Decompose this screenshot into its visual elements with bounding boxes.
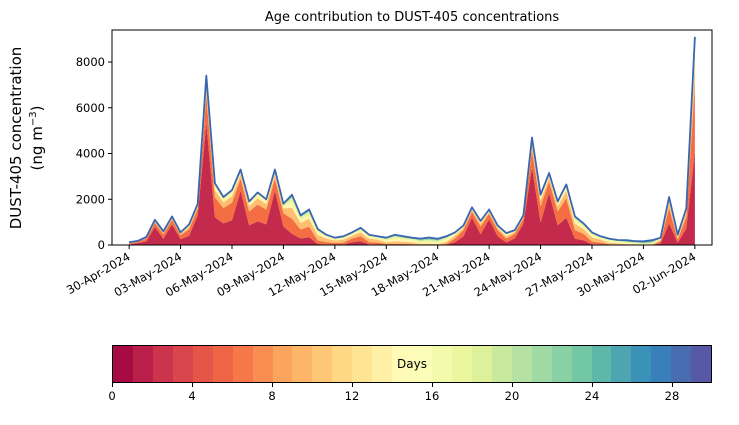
chart-title: Age contribution to DUST-405 concentrati… bbox=[264, 10, 560, 25]
colorbar-tick-label: 8 bbox=[268, 389, 276, 403]
colorbar-segment bbox=[432, 346, 452, 382]
colorbar-segment bbox=[332, 346, 353, 382]
colorbar-tick-label: 16 bbox=[424, 389, 440, 403]
colorbar-segment bbox=[292, 346, 313, 382]
axes-box bbox=[111, 29, 713, 246]
colorbar-segment bbox=[312, 346, 333, 382]
colorbar-segment bbox=[372, 346, 393, 382]
colorbar-segment bbox=[631, 346, 652, 382]
colorbar-segment bbox=[471, 346, 492, 382]
stacked-area-bin-0-4 bbox=[129, 123, 695, 245]
total-concentration-line bbox=[128, 36, 696, 244]
colorbar-segment bbox=[192, 346, 213, 382]
colorbar-tick-label: 4 bbox=[188, 389, 196, 403]
colorbar-tick-label: 20 bbox=[504, 389, 520, 403]
colorbar-segment bbox=[591, 346, 612, 382]
colorbar-segment bbox=[172, 346, 193, 382]
colorbar-segment bbox=[451, 346, 472, 382]
colorbar-segment bbox=[252, 346, 273, 382]
colorbar-tick-mark bbox=[112, 383, 113, 387]
y-tick-label: 4000 bbox=[76, 147, 105, 161]
colorbar-segment bbox=[352, 346, 373, 382]
colorbar-segment bbox=[392, 346, 413, 382]
colorbar-segment bbox=[531, 346, 552, 382]
colorbar-tick-label: 12 bbox=[344, 389, 360, 403]
colorbar-tick-mark bbox=[512, 383, 513, 387]
colorbar-tick-mark bbox=[592, 383, 593, 387]
colorbar-tick-label: 28 bbox=[664, 389, 680, 403]
colorbar-segment bbox=[571, 346, 592, 382]
colorbar-segment bbox=[152, 346, 173, 382]
colorbar-tick-label: 0 bbox=[108, 389, 116, 403]
colorbar-segment bbox=[671, 346, 692, 382]
colorbar-tick-mark bbox=[192, 383, 193, 387]
y-tick-label: 6000 bbox=[76, 101, 105, 115]
colorbar-segment bbox=[132, 346, 153, 382]
plot-area: 0200040006000800030-Apr-202403-May-20240… bbox=[64, 29, 713, 299]
colorbar-label: Days bbox=[397, 357, 427, 371]
y-tick-label: 0 bbox=[98, 238, 105, 252]
colorbar-tick-mark bbox=[672, 383, 673, 387]
colorbar-tick-mark bbox=[352, 383, 353, 387]
colorbar-segment bbox=[651, 346, 672, 382]
colorbar-tick-label: 24 bbox=[584, 389, 600, 403]
colorbar-segment bbox=[511, 346, 532, 382]
stacked-area-bin-4-8 bbox=[129, 84, 695, 245]
colorbar-segment bbox=[611, 346, 632, 382]
y-tick-label: 2000 bbox=[76, 192, 105, 206]
colorbar bbox=[112, 345, 712, 383]
colorbar-tick-mark bbox=[272, 383, 273, 387]
plot-series-group bbox=[128, 36, 696, 245]
colorbar-segment bbox=[113, 346, 133, 382]
colorbar-segment bbox=[691, 346, 712, 382]
colorbar-tick-mark bbox=[432, 383, 433, 387]
colorbar-segment bbox=[272, 346, 293, 382]
colorbar-segment bbox=[491, 346, 512, 382]
colorbar-segment bbox=[551, 346, 572, 382]
y-tick-label: 8000 bbox=[76, 55, 105, 69]
colorbar-segment bbox=[232, 346, 253, 382]
colorbar-segment bbox=[212, 346, 233, 382]
colorbar-segment bbox=[412, 346, 432, 382]
